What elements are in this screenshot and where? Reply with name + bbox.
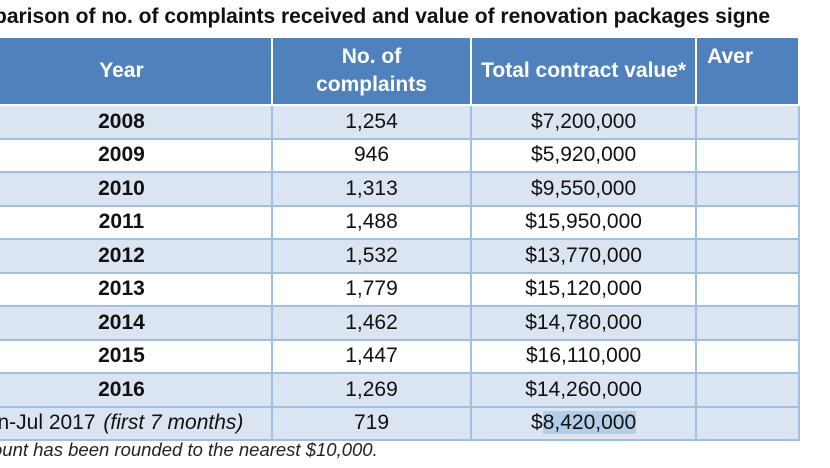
cell-year[interactable]: 2016 [0,372,273,408]
table-title: parison of no. of complaints received an… [0,0,830,36]
cell-year-note: (first 7 months) [103,411,244,435]
cell-average[interactable] [695,238,800,274]
cell-average[interactable] [695,171,800,207]
cell-complaints[interactable]: 1,269 [270,372,473,408]
table-row: 2014 1,462 $14,780,000 [0,305,800,341]
header-average-text: Aver [707,45,753,68]
complaints-table: Year No. of complaints Total contract va… [0,36,800,441]
cell-average[interactable] [695,372,800,408]
cell-total-value[interactable]: $15,120,000 [470,271,698,307]
cell-complaints[interactable]: 1,447 [270,338,473,374]
cell-year[interactable]: 2012 [0,238,273,274]
table-title-text: parison of no. of complaints received an… [0,5,771,28]
header-complaints: No. of complaints [270,36,473,106]
cell-year[interactable]: 2011 [0,204,273,240]
header-total-value: Total contract value* [470,36,698,106]
table-row: 2009 946 $5,920,000 [0,137,800,173]
cell-complaints[interactable]: 946 [270,137,473,173]
cell-total-value[interactable]: $7,200,000 [470,104,698,140]
footnote: ount has been rounded to the nearest $10… [0,439,378,460]
cell-average[interactable] [695,305,800,341]
cell-average[interactable] [695,271,800,307]
cell-average[interactable] [695,204,800,240]
cell-year[interactable]: 2013 [0,271,273,307]
cell-total-value[interactable]: $15,950,000 [470,204,698,240]
table-row: 2016 1,269 $14,260,000 [0,372,800,408]
cell-total-value[interactable]: $8,420,000 [470,405,698,441]
cell-value-prefix: $ [531,411,543,435]
cell-year[interactable]: 2010 [0,171,273,207]
cell-complaints[interactable]: 1,462 [270,305,473,341]
header-average: Aver [695,36,800,106]
cell-value-selected: 8,420,000 [542,411,637,435]
cell-complaints[interactable]: 1,254 [270,104,473,140]
table-row-2017: n-Jul 2017 (first 7 months) 719 $8,420,0… [0,405,800,441]
cell-average[interactable] [695,137,800,173]
table-row: 2015 1,447 $16,110,000 [0,338,800,374]
header-complaints-text: No. of complaints [316,45,427,96]
table-row: 2010 1,313 $9,550,000 [0,171,800,207]
cell-complaints[interactable]: 1,779 [270,271,473,307]
cell-total-value[interactable]: $16,110,000 [470,338,698,374]
cell-year[interactable]: 2009 [0,137,273,173]
cell-complaints[interactable]: 1,313 [270,171,473,207]
cell-total-value[interactable]: $14,260,000 [470,372,698,408]
cell-year-text: n-Jul 2017 [0,411,96,435]
cell-complaints[interactable]: 719 [270,405,473,441]
cell-year[interactable]: 2014 [0,305,273,341]
cell-total-value[interactable]: $14,780,000 [470,305,698,341]
table-row: 2012 1,532 $13,770,000 [0,238,800,274]
cell-complaints[interactable]: 1,488 [270,204,473,240]
header-row: Year No. of complaints Total contract va… [0,36,800,106]
cell-year[interactable]: 2008 [0,104,273,140]
cell-average[interactable] [695,338,800,374]
cell-total-value[interactable]: $9,550,000 [470,171,698,207]
table-row: 2013 1,779 $15,120,000 [0,271,800,307]
header-year: Year [0,36,273,106]
table-row: 2008 1,254 $7,200,000 [0,104,800,140]
table-row: 2011 1,488 $15,950,000 [0,204,800,240]
cell-average[interactable] [695,405,800,441]
cell-average[interactable] [695,104,800,140]
cell-total-value[interactable]: $13,770,000 [470,238,698,274]
cell-complaints[interactable]: 1,532 [270,238,473,274]
cell-year[interactable]: 2015 [0,338,273,374]
cell-year[interactable]: n-Jul 2017 (first 7 months) [0,405,273,441]
cell-total-value[interactable]: $5,920,000 [470,137,698,173]
